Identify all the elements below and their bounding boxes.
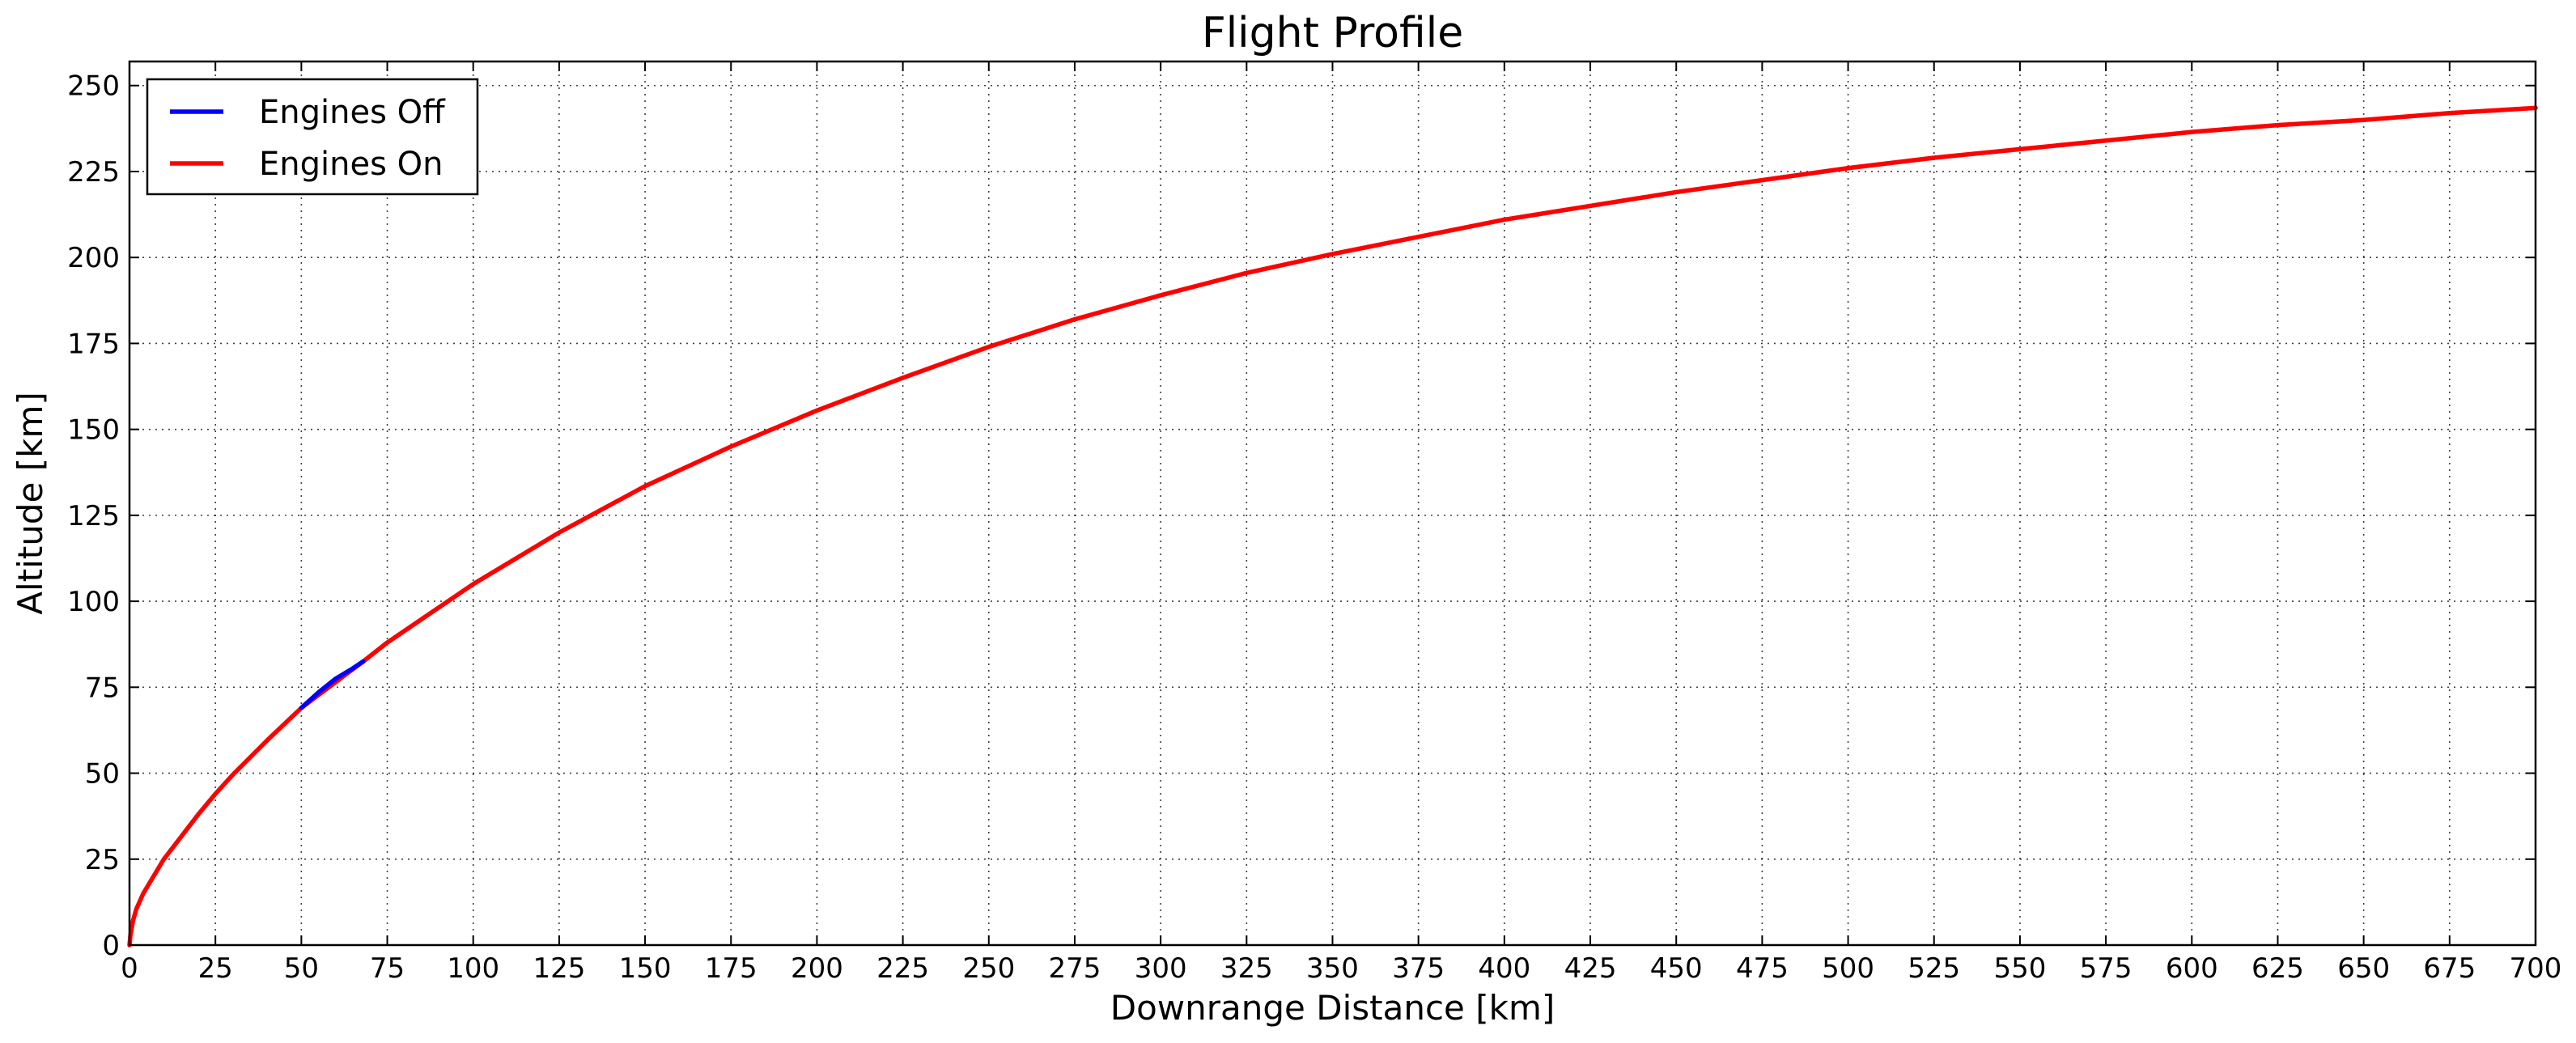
x-tick-label: 500 <box>1822 952 1874 985</box>
y-tick-label: 150 <box>67 414 120 447</box>
x-tick-label: 675 <box>2423 952 2476 985</box>
y-tick-label: 50 <box>85 758 120 791</box>
legend: Engines Off Engines On <box>146 78 479 196</box>
x-tick-label: 50 <box>284 952 319 985</box>
y-tick-label: 225 <box>67 156 120 189</box>
y-tick-label: 25 <box>85 844 120 876</box>
x-tick-label: 100 <box>447 952 499 985</box>
legend-label: Engines On <box>259 146 443 183</box>
y-tick-label: 0 <box>102 930 120 962</box>
x-tick-label: 125 <box>533 952 585 985</box>
x-tick-label: 175 <box>705 952 758 985</box>
x-tick-label: 350 <box>1306 952 1359 985</box>
legend-box <box>146 78 479 196</box>
y-tick-label: 100 <box>67 586 120 618</box>
x-tick-label: 0 <box>121 952 138 985</box>
legend-label: Engines Off <box>259 94 446 131</box>
x-tick-label: 400 <box>1478 952 1530 985</box>
legend-entries: Engines Off Engines On <box>170 94 446 183</box>
x-tick-label: 200 <box>791 952 843 985</box>
x-tick-label: 575 <box>2080 952 2133 985</box>
x-tick-label: 550 <box>1993 952 2046 985</box>
y-tick-label: 125 <box>67 500 120 532</box>
y-tick-label: 200 <box>67 242 120 274</box>
x-tick-label: 700 <box>2510 952 2562 985</box>
series-line-engines-on <box>127 105 2538 948</box>
x-tick-label: 600 <box>2166 952 2218 985</box>
x-tick-label: 225 <box>876 952 929 985</box>
y-tick-label: 175 <box>67 328 120 360</box>
x-tick-label: 75 <box>370 952 405 985</box>
y-axis-title: Altitude [km] <box>11 392 50 614</box>
x-tick-label: 275 <box>1049 952 1101 985</box>
series-line-engines-off <box>299 659 366 710</box>
x-tick-label: 475 <box>1736 952 1789 985</box>
series-layer <box>127 105 2538 948</box>
tick-layer: 0 25 50 75 100 125 150 175 200 225 250 275 300 325 350… <box>67 61 2561 985</box>
x-tick-label: 525 <box>1908 952 1960 985</box>
x-tick-label: 650 <box>2337 952 2390 985</box>
chart-title: Flight Profile <box>1202 9 1463 57</box>
x-tick-label: 250 <box>962 952 1015 985</box>
x-tick-label: 425 <box>1564 952 1617 985</box>
x-tick-label: 150 <box>619 952 672 985</box>
x-tick-label: 325 <box>1220 952 1273 985</box>
x-tick-label: 300 <box>1135 952 1187 985</box>
x-tick-label: 450 <box>1650 952 1703 985</box>
y-tick-label: 75 <box>85 672 120 704</box>
x-tick-label: 625 <box>2251 952 2304 985</box>
x-tick-label: 25 <box>198 952 233 985</box>
x-tick-label: 375 <box>1392 952 1445 985</box>
y-tick-label: 250 <box>67 70 120 103</box>
x-axis-title: Downrange Distance [km] <box>1110 988 1555 1028</box>
